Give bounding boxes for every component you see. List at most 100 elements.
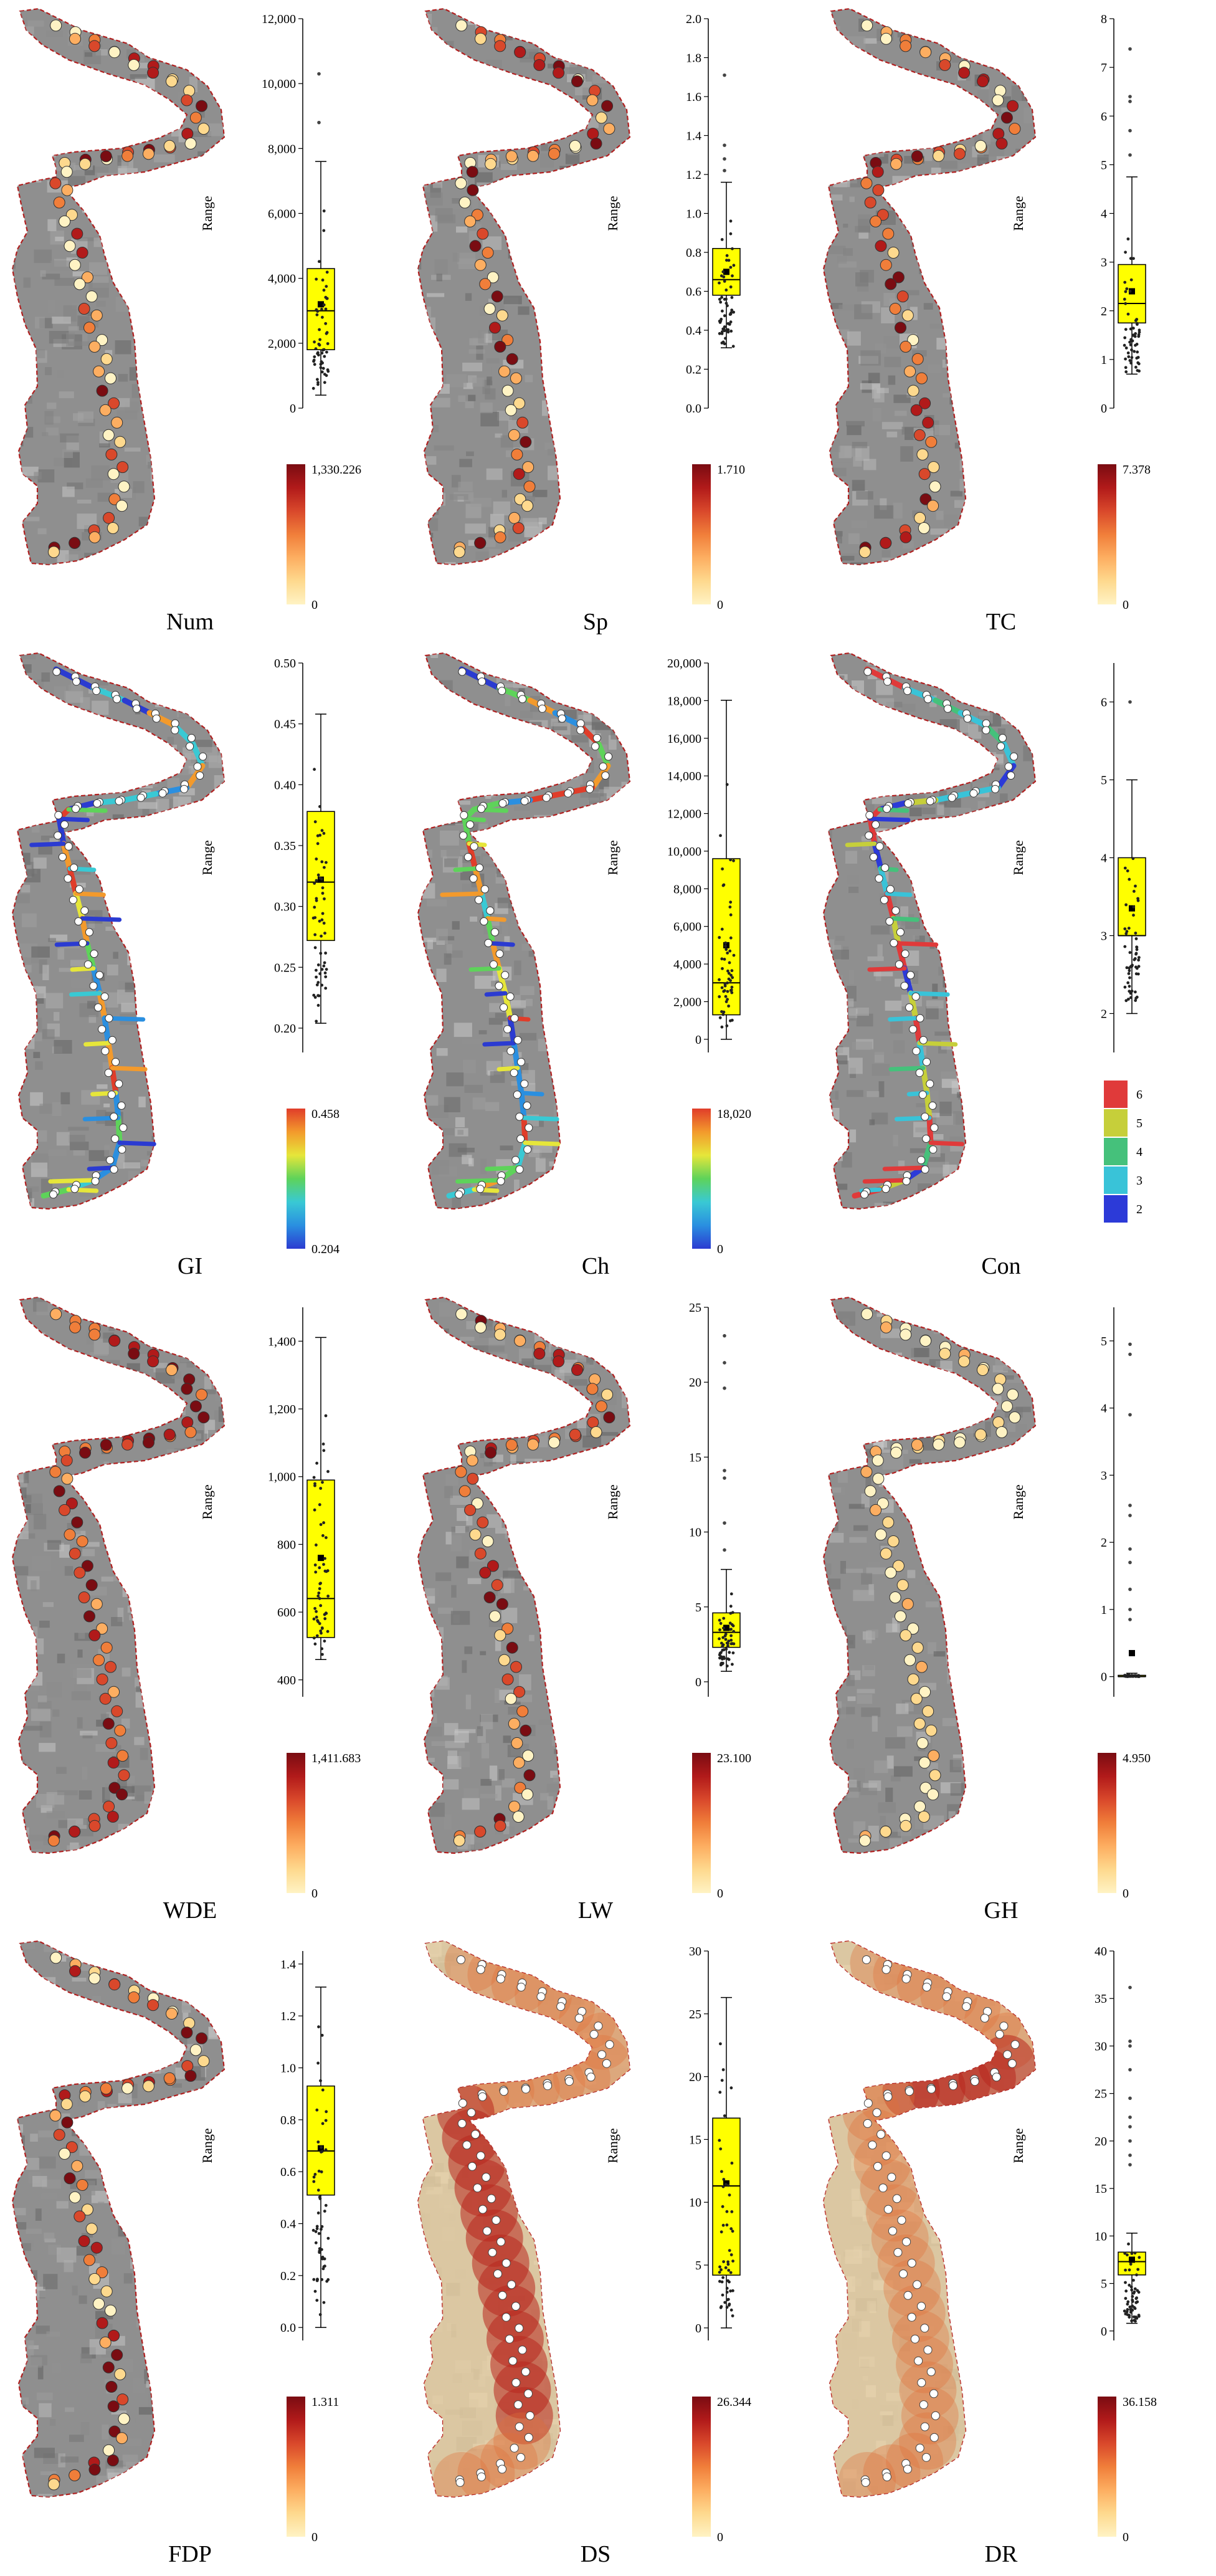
data-point — [318, 1566, 321, 1570]
street-segment — [515, 1140, 528, 1171]
sample-point — [74, 2210, 86, 2223]
sample-point — [591, 742, 600, 751]
sample-point — [117, 1101, 126, 1110]
sample-point — [96, 384, 108, 397]
data-point — [722, 990, 726, 993]
legend-colorbar — [287, 2397, 305, 2537]
side-street — [868, 816, 911, 823]
sample-point — [880, 895, 888, 904]
data-point — [312, 1476, 316, 1479]
range-axis-title: Range — [199, 1484, 215, 1519]
sample-point — [505, 150, 518, 163]
data-point — [724, 995, 728, 998]
data-point — [322, 922, 326, 925]
data-point — [316, 981, 320, 984]
data-point — [720, 986, 724, 990]
legend-class-label: 5 — [1136, 1117, 1142, 1130]
sample-point — [954, 1436, 966, 1449]
sample-point — [96, 1673, 108, 1686]
sample-point — [992, 128, 1005, 140]
data-point — [315, 1019, 318, 1023]
side-street — [83, 1041, 111, 1047]
sample-point — [69, 1547, 81, 1560]
data-point — [313, 882, 316, 885]
sample-point — [506, 1641, 518, 1654]
sample-point — [896, 290, 909, 303]
sample-point — [889, 1591, 901, 1603]
street-segment — [490, 940, 502, 971]
sample-point — [907, 1623, 919, 1635]
data-point — [724, 1000, 728, 1003]
sample-point — [118, 2413, 130, 2425]
data-point — [718, 1618, 721, 1622]
data-point — [312, 993, 316, 997]
data-point — [314, 347, 318, 351]
sample-point — [919, 1686, 931, 1698]
outlier-point — [723, 1361, 726, 1365]
data-point — [323, 2264, 326, 2268]
sample-point — [50, 19, 62, 32]
data-point — [1126, 2302, 1129, 2306]
sample-point — [92, 687, 101, 695]
data-point — [318, 328, 321, 332]
data-point — [320, 2150, 323, 2154]
side-street — [482, 1041, 516, 1047]
sample-point — [880, 1825, 892, 1838]
y-tick-label: 5 — [1101, 2278, 1107, 2291]
sample-point — [910, 2334, 919, 2344]
data-point — [732, 264, 736, 267]
sample-point — [463, 852, 472, 861]
sample-point — [992, 94, 1004, 107]
sample-point — [914, 1800, 926, 1813]
sample-point — [875, 1529, 887, 1541]
sample-point — [72, 677, 81, 686]
street-segment — [102, 1015, 112, 1046]
sample-point — [907, 1673, 919, 1686]
sample-point — [518, 2345, 527, 2355]
data-point — [1123, 2251, 1127, 2255]
data-point — [1129, 361, 1133, 365]
sample-point — [508, 512, 521, 524]
sample-point — [948, 793, 956, 802]
data-point — [317, 342, 321, 346]
data-point — [720, 2268, 723, 2271]
sample-point — [538, 704, 546, 713]
data-point — [723, 2114, 726, 2117]
sample-point — [922, 1705, 934, 1717]
data-point — [718, 1628, 721, 1631]
y-tick-label: 10 — [689, 2196, 701, 2210]
sample-point — [196, 2032, 208, 2044]
data-point — [321, 892, 325, 895]
data-point — [724, 2183, 728, 2186]
sample-point — [923, 2345, 933, 2355]
panel-graphic: 400 600 800 1,000 1,200 1,400 Range 1,411.683 0 W… — [11, 1296, 361, 1924]
sample-point — [916, 1661, 928, 1673]
sample-point — [72, 804, 80, 813]
data-point — [1135, 2273, 1138, 2277]
data-point — [720, 1010, 723, 1013]
sample-point — [513, 468, 525, 480]
sample-point — [511, 1156, 520, 1165]
sample-point — [107, 468, 120, 480]
data-point — [724, 1638, 728, 1641]
sample-point — [113, 695, 121, 704]
data-point — [313, 1563, 317, 1567]
sample-point — [469, 1529, 482, 1541]
legend-con: 6 5 4 3 2 — [1104, 1080, 1142, 1223]
sample-point — [471, 1497, 483, 1510]
sample-point — [892, 271, 905, 284]
data-point — [1135, 966, 1139, 970]
sample-point — [901, 309, 914, 322]
data-point — [315, 277, 318, 281]
data-point — [1129, 991, 1133, 995]
panel-label: GH — [984, 1897, 1019, 1924]
sample-point — [181, 128, 194, 140]
y-tick-label: 0 — [695, 2322, 701, 2335]
range-axis-title: Range — [1010, 840, 1026, 875]
sample-point — [85, 928, 93, 937]
data-point — [1138, 370, 1141, 373]
sample-point — [96, 2266, 108, 2279]
data-point — [722, 2260, 725, 2263]
data-point — [316, 873, 320, 877]
sample-point — [494, 340, 506, 353]
